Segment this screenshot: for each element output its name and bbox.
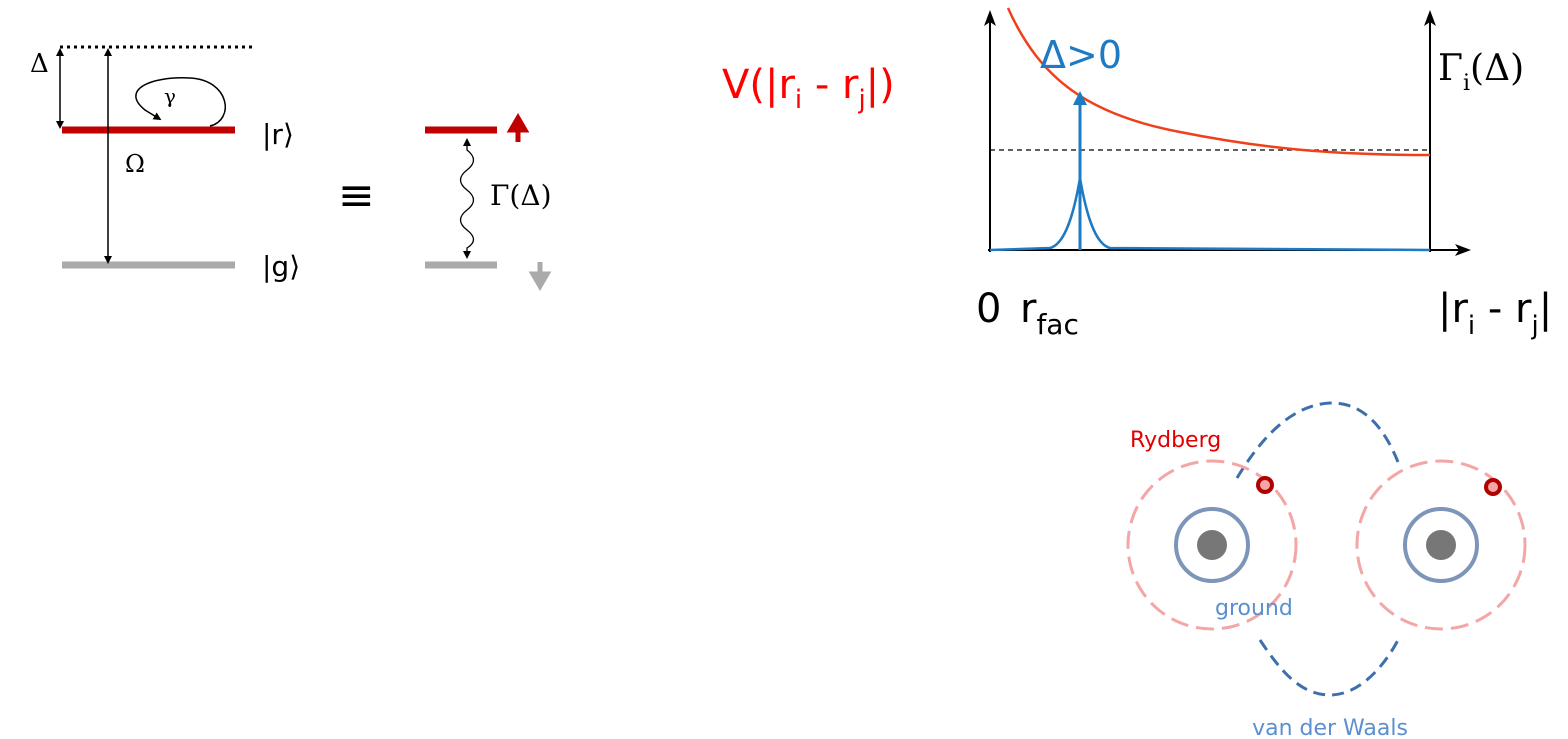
- equivalence: ≡: [338, 170, 375, 221]
- rydberg-orbit: [1355, 459, 1527, 631]
- rydberg-orbit: [1126, 459, 1298, 631]
- facilitation-radius-label: rfac: [1020, 286, 1079, 341]
- decay-loop: [135, 77, 226, 127]
- rydberg-state-label: |r⟩: [262, 118, 294, 151]
- label-part: Γ: [1438, 48, 1463, 89]
- label-part: i: [1468, 311, 1475, 341]
- ground-state-label: |g⟩: [262, 250, 300, 283]
- label-part: fac: [1036, 308, 1078, 341]
- effective-rate-label: Γ(Δ): [490, 179, 552, 212]
- potential-curve: [1006, 7, 1431, 157]
- detuning-label: Δ: [30, 49, 49, 79]
- label-part: - r: [1475, 286, 1532, 332]
- label-part: |): [866, 62, 895, 108]
- spin-up-arrow: [506, 113, 530, 142]
- label-part: i: [1463, 71, 1470, 96]
- origin-label: 0: [976, 286, 1001, 332]
- potential-plot: V(|ri - rj|) Δ>0 Γi(Δ) 0 rfac |ri - rj|: [722, 7, 1552, 341]
- interaction-label: van der Waals: [1252, 716, 1408, 739]
- detuning-label: Δ>0: [1040, 33, 1122, 77]
- rabi-label: Ω: [125, 150, 145, 178]
- label-part: j: [1530, 311, 1538, 341]
- label-part: i: [795, 85, 802, 115]
- label-part: V(|r: [722, 62, 795, 108]
- ground-orbit: [1174, 507, 1250, 583]
- label-part: |r: [1438, 286, 1468, 332]
- level-diagram: Δ γ |r⟩ Ω |g⟩ ≡ Γ(Δ): [30, 45, 552, 291]
- label-part: (Δ): [1470, 48, 1524, 89]
- atoms: Rydberg ground van der Waals: [1126, 401, 1527, 739]
- rydberg-electron: [1484, 478, 1502, 496]
- label-part: r: [1020, 286, 1037, 332]
- ground-orbit: [1403, 507, 1479, 583]
- nucleus: [1197, 530, 1227, 560]
- rate-curve: [989, 177, 1431, 252]
- interaction-arc-bottom: [1258, 639, 1400, 697]
- rate-label: Γi(Δ): [1438, 48, 1524, 96]
- decay-label: γ: [164, 84, 176, 108]
- y-axis-label: V(|ri - rj|): [722, 62, 895, 115]
- x-axis-label: |ri - rj|: [1438, 286, 1552, 341]
- label-part: j: [857, 85, 865, 115]
- label-part: - r: [802, 62, 859, 108]
- label-part: |: [1539, 286, 1552, 332]
- rydberg-label: Rydberg: [1130, 428, 1221, 453]
- nucleus: [1426, 530, 1456, 560]
- rydberg-electron: [1256, 476, 1274, 494]
- interaction-arc-top: [1235, 401, 1400, 479]
- ground-label: ground: [1215, 596, 1293, 621]
- spin-down-arrow: [528, 262, 552, 291]
- wavy-transition: [459, 138, 475, 259]
